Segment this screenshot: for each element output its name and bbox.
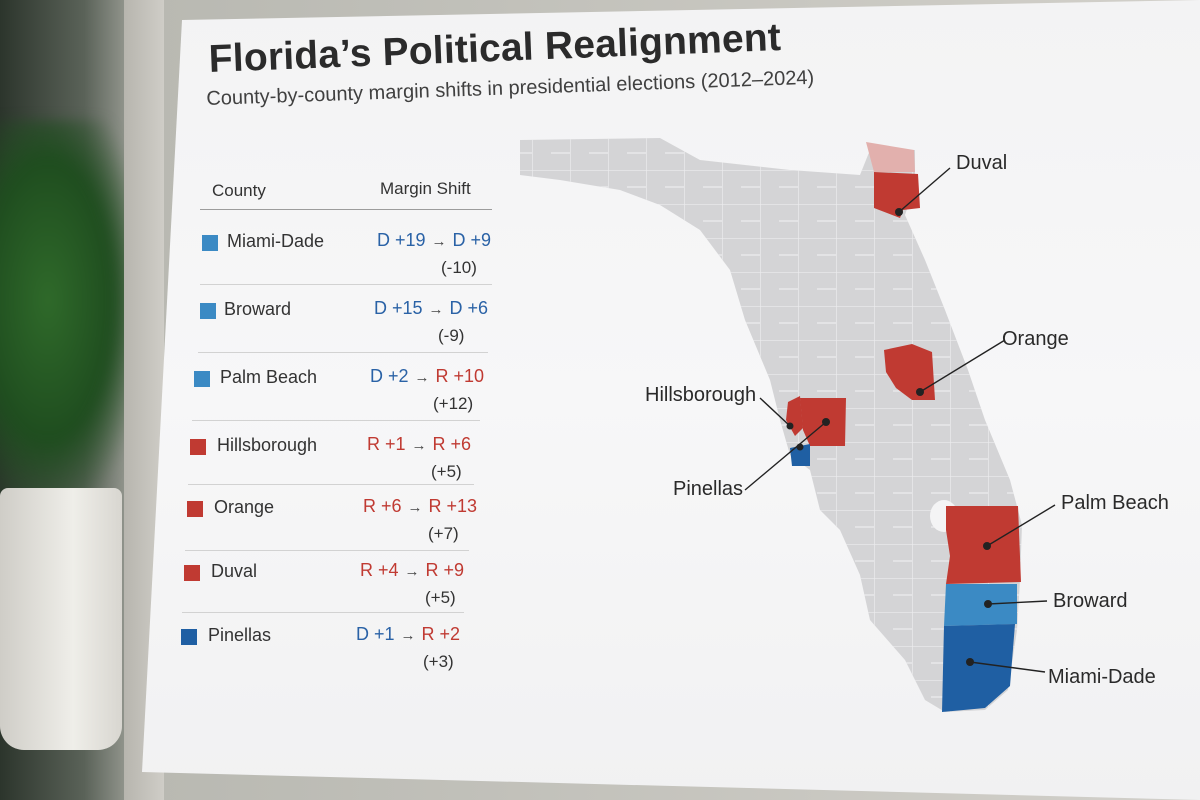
shift-from: D +2 <box>370 366 409 386</box>
column-header-county: County <box>212 181 266 200</box>
shift-from: D +1 <box>356 624 395 644</box>
shift-from: R +1 <box>367 434 406 454</box>
row-delta: (+5) <box>425 588 456 607</box>
row-delta: (+3) <box>423 652 454 671</box>
row-divider <box>200 284 492 285</box>
row-swatch <box>187 501 203 517</box>
shift-to: D +9 <box>452 230 492 250</box>
row-delta: (-10) <box>441 258 477 277</box>
row-divider <box>192 420 480 421</box>
poster-board <box>142 0 1200 800</box>
header-divider <box>200 209 492 210</box>
row-county-name: Orange <box>214 497 275 517</box>
row-county-name: Miami-Dade <box>227 231 325 251</box>
county-orange <box>884 344 935 400</box>
row-divider <box>185 550 469 551</box>
shift-to: D +6 <box>449 298 489 318</box>
row-margin-shift: R +1 → R +6 <box>367 434 471 455</box>
map-label-broward: Broward <box>1053 590 1128 612</box>
map-label-orange: Orange <box>1002 328 1069 350</box>
row-margin-shift: D +1 → R +2 <box>356 624 460 645</box>
county-duval <box>874 172 920 218</box>
shift-from: R +6 <box>363 496 402 516</box>
county-nassau-faded <box>866 142 915 172</box>
row-delta: (+12) <box>433 394 474 413</box>
highlighted-counties <box>786 142 1021 712</box>
shift-arrow: → <box>404 563 420 580</box>
shift-arrow: → <box>428 301 444 318</box>
shift-arrow: → <box>431 233 447 250</box>
row-swatch <box>184 565 200 581</box>
row-margin-shift: D +2 → R +10 <box>370 366 484 387</box>
row-county-name: Pinellas <box>208 625 272 645</box>
row-divider <box>198 352 488 353</box>
shift-from: R +4 <box>360 560 399 580</box>
map-label-pinellas: Pinellas <box>673 478 744 500</box>
shift-from: D +19 <box>377 230 426 250</box>
shift-to: R +6 <box>432 434 472 454</box>
row-swatch <box>200 303 216 319</box>
shift-to: R +10 <box>435 366 485 386</box>
county-broward <box>944 584 1017 626</box>
row-margin-shift: R +6 → R +13 <box>363 496 477 517</box>
shift-to: R +2 <box>421 624 461 644</box>
row-delta: (+7) <box>428 524 459 543</box>
row-county-name: Hillsborough <box>217 435 318 455</box>
map-label-miami-dade: Miami-Dade <box>1048 666 1156 688</box>
shift-to: R +9 <box>425 560 465 580</box>
map-label-palm-beach: Palm Beach <box>1061 492 1169 514</box>
shift-to: R +13 <box>428 496 478 516</box>
background-plant-pot <box>0 488 122 750</box>
row-margin-shift: D +15 → D +6 <box>374 298 488 319</box>
row-swatch <box>202 235 218 251</box>
row-county-name: Broward <box>224 299 292 319</box>
row-swatch <box>181 629 197 645</box>
row-margin-shift: D +19 → D +9 <box>377 230 491 251</box>
row-swatch <box>190 439 206 455</box>
row-divider <box>188 484 474 485</box>
row-county-name: Duval <box>211 561 258 581</box>
map-label-hillsborough: Hillsborough <box>645 384 757 406</box>
shift-arrow: → <box>411 437 427 454</box>
row-divider <box>182 612 464 613</box>
shift-arrow: → <box>400 627 416 644</box>
row-swatch <box>194 371 210 387</box>
column-header-margin-shift: Margin Shift <box>380 179 471 198</box>
map-leader-lines <box>744 167 1056 673</box>
row-county-name: Palm Beach <box>220 367 318 387</box>
county-miami-dade <box>942 624 1015 712</box>
county-pinellas-blue <box>790 444 810 466</box>
row-delta: (+5) <box>431 462 462 481</box>
map-label-duval: Duval <box>956 152 1008 174</box>
shift-from: D +15 <box>374 298 423 318</box>
shift-arrow: → <box>414 369 430 386</box>
shift-arrow: → <box>407 499 423 516</box>
map-leader-dots <box>786 208 992 666</box>
row-margin-shift: R +4 → R +9 <box>360 560 464 581</box>
row-delta: (-9) <box>438 326 465 345</box>
